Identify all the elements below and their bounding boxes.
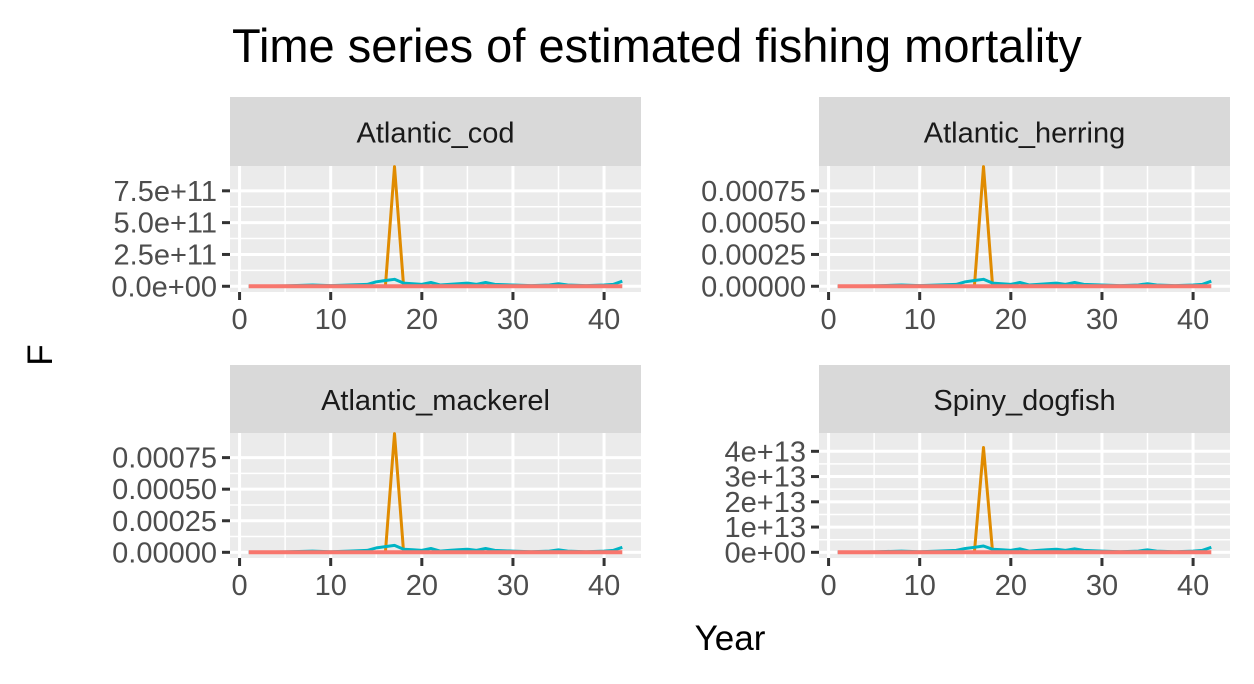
x-tick-label: 10 bbox=[904, 570, 936, 602]
y-tick-label: 2.5e+11 bbox=[114, 239, 217, 271]
x-tick-label: 20 bbox=[406, 570, 438, 602]
y-tick-label: 0.00025 bbox=[112, 506, 217, 538]
y-tick-label: 0.00000 bbox=[112, 537, 217, 569]
x-tick-label: 10 bbox=[904, 304, 936, 336]
x-tick-label: 20 bbox=[995, 304, 1027, 336]
x-tick-label: 30 bbox=[497, 570, 529, 602]
x-axis-label: Year bbox=[695, 619, 766, 658]
chart-title: Time series of estimated fishing mortali… bbox=[232, 19, 1082, 72]
x-tick-label: 0 bbox=[820, 304, 836, 336]
panel-spiny-dogfish: Spiny_dogfish 0 10 20 30 40 0e+001e+132e+133e+… bbox=[725, 365, 1230, 602]
y-axis-label: F bbox=[21, 344, 60, 365]
y-tick-label: 0.00000 bbox=[701, 271, 806, 303]
y-tick-label: 0.00025 bbox=[701, 239, 806, 271]
x-tick-label: 10 bbox=[315, 570, 347, 602]
x-tick-label: 10 bbox=[315, 304, 347, 336]
facet-strip bbox=[819, 365, 1230, 433]
facet-strip bbox=[230, 365, 641, 433]
facet-strip-label: Atlantic_mackerel bbox=[321, 385, 550, 417]
x-tick-label: 40 bbox=[588, 304, 620, 336]
plot-background bbox=[230, 166, 641, 292]
y-tick-label: 0.0e+00 bbox=[111, 271, 217, 303]
plot-background bbox=[819, 433, 1230, 558]
x-tick-label: 30 bbox=[1086, 304, 1118, 336]
x-tick-label: 0 bbox=[231, 304, 247, 336]
facet-strip-label: Atlantic_herring bbox=[924, 118, 1126, 150]
y-tick-label: 0.00075 bbox=[701, 176, 806, 208]
x-tick-label: 40 bbox=[1177, 304, 1209, 336]
y-tick-label: 0.00050 bbox=[701, 208, 806, 240]
x-tick-label: 20 bbox=[995, 570, 1027, 602]
plot-background bbox=[230, 433, 641, 558]
y-tick-label: 7.5e+11 bbox=[114, 176, 217, 208]
y-tick-label: 2e+13 bbox=[725, 487, 806, 519]
panel-atlantic-cod: Atlantic_cod 0 10 20 30 40 0.0e+002.5e+115.0e+… bbox=[111, 97, 641, 336]
x-tick-label: 40 bbox=[1177, 570, 1209, 602]
y-tick-label: 0.00075 bbox=[112, 443, 217, 475]
x-tick-label: 40 bbox=[588, 570, 620, 602]
facet-strip bbox=[819, 97, 1230, 166]
x-tick-label: 30 bbox=[497, 304, 529, 336]
x-tick-label: 30 bbox=[1086, 570, 1118, 602]
y-tick-label: 0.00050 bbox=[112, 474, 217, 506]
y-tick-label: 0e+00 bbox=[725, 537, 806, 569]
y-tick-label: 4e+13 bbox=[725, 436, 806, 468]
panel-atlantic-mackerel: Atlantic_mackerel 0 10 20 30 40 0.000000.00025… bbox=[112, 365, 641, 602]
x-tick-label: 20 bbox=[406, 304, 438, 336]
facet-strip bbox=[230, 97, 641, 166]
y-tick-label: 3e+13 bbox=[725, 462, 806, 494]
x-tick-label: 0 bbox=[820, 570, 836, 602]
facet-strip-label: Spiny_dogfish bbox=[933, 385, 1115, 417]
plot-background bbox=[819, 166, 1230, 292]
facet-panels: Atlantic_cod 0 10 20 30 40 0.0e+002.5e+115.0e+… bbox=[111, 97, 1230, 602]
facet-strip-label: Atlantic_cod bbox=[357, 118, 515, 150]
y-tick-label: 5.0e+11 bbox=[114, 208, 217, 240]
x-tick-label: 0 bbox=[231, 570, 247, 602]
y-tick-label: 1e+13 bbox=[725, 512, 806, 544]
